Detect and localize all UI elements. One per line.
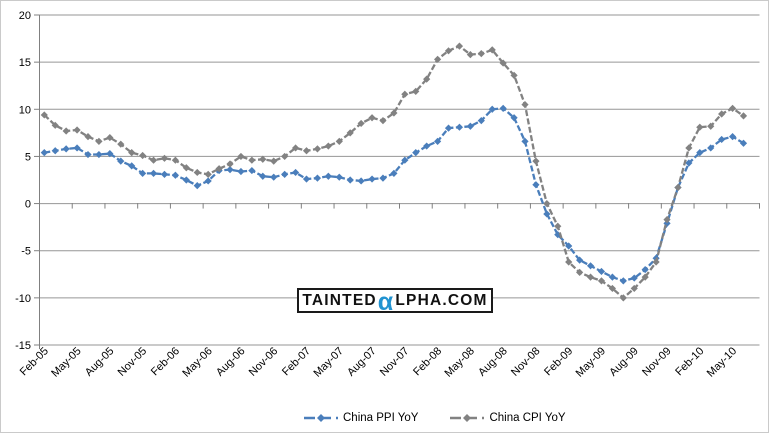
- svg-text:Aug-07: Aug-07: [345, 345, 379, 379]
- svg-text:20: 20: [19, 10, 31, 22]
- svg-text:Nov-09: Nov-09: [640, 345, 674, 379]
- svg-text:May-06: May-06: [180, 345, 214, 379]
- svg-text:Aug-05: Aug-05: [83, 345, 117, 379]
- svg-text:-10: -10: [15, 293, 31, 305]
- legend-marker-ppi-icon: [304, 414, 338, 422]
- svg-text:May-08: May-08: [443, 345, 477, 379]
- svg-text:May-09: May-09: [574, 345, 608, 379]
- legend-item-ppi: China PPI YoY: [304, 412, 418, 424]
- svg-text:Feb-09: Feb-09: [542, 345, 575, 378]
- watermark-suffix: LPHA.COM: [395, 291, 488, 309]
- svg-text:Feb-07: Feb-07: [280, 345, 313, 378]
- legend-marker-cpi-icon: [450, 414, 485, 422]
- watermark: TAINTED α LPHA.COM: [297, 288, 493, 314]
- svg-text:Aug-09: Aug-09: [607, 345, 641, 379]
- legend: China PPI YoY China CPI YoY: [304, 412, 566, 424]
- svg-text:0: 0: [25, 199, 31, 211]
- svg-text:Feb-06: Feb-06: [149, 345, 182, 378]
- svg-text:May-10: May-10: [705, 345, 739, 379]
- svg-text:May-05: May-05: [49, 345, 83, 379]
- svg-text:Feb-08: Feb-08: [411, 345, 444, 378]
- legend-label-cpi: China CPI YoY: [489, 412, 566, 424]
- svg-text:Feb-10: Feb-10: [673, 345, 706, 378]
- svg-text:Nov-05: Nov-05: [116, 345, 150, 379]
- svg-text:15: 15: [19, 57, 31, 69]
- svg-text:Nov-08: Nov-08: [509, 345, 543, 379]
- legend-item-cpi: China CPI YoY: [450, 412, 566, 424]
- svg-text:Nov-06: Nov-06: [247, 345, 281, 379]
- svg-text:Nov-07: Nov-07: [378, 345, 412, 379]
- svg-text:Aug-08: Aug-08: [476, 345, 510, 379]
- watermark-prefix: TAINTED: [302, 291, 377, 309]
- svg-text:May-07: May-07: [311, 345, 345, 379]
- svg-text:Aug-06: Aug-06: [214, 345, 248, 379]
- svg-text:-15: -15: [15, 340, 31, 352]
- legend-label-ppi: China PPI YoY: [343, 412, 419, 424]
- svg-text:5: 5: [25, 151, 31, 163]
- svg-text:-5: -5: [21, 246, 31, 258]
- svg-text:10: 10: [19, 104, 31, 116]
